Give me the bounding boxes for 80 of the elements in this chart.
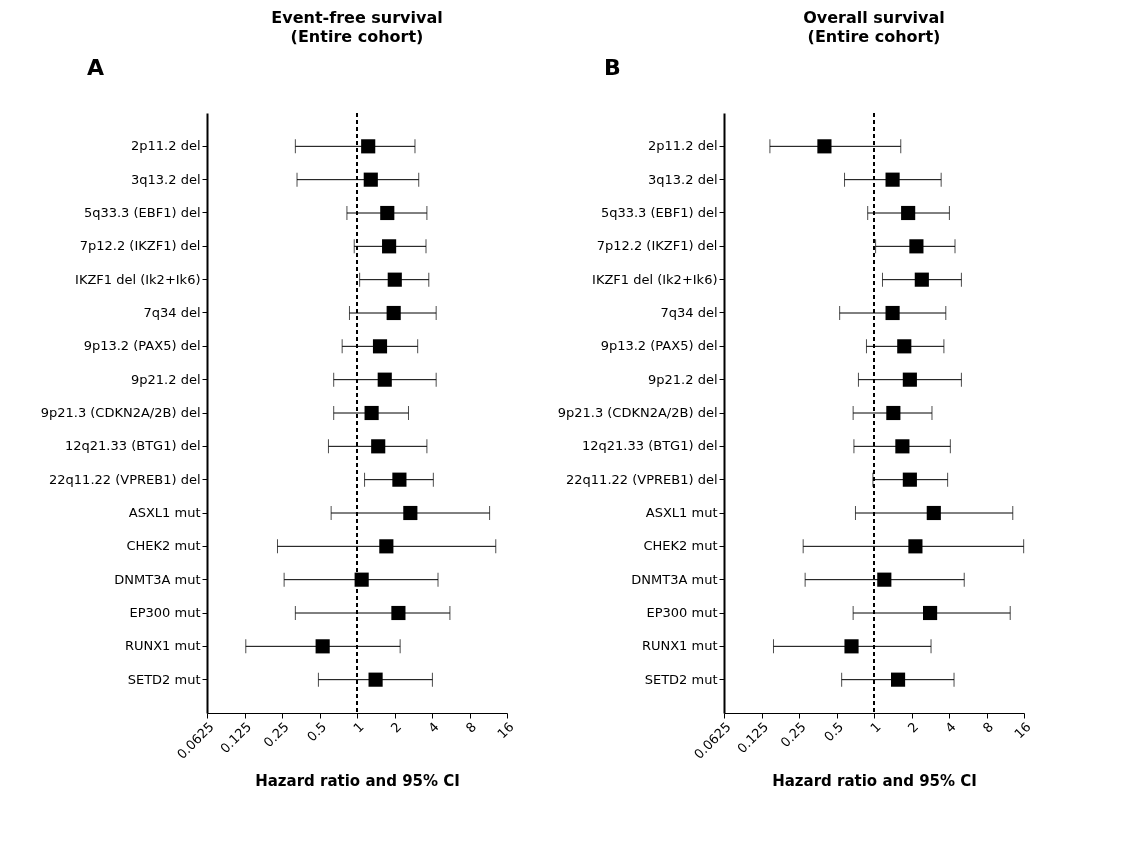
point: [386, 305, 401, 321]
y-tick-label: 3q13.2 del: [131, 171, 201, 187]
x-tick-label: 2: [904, 719, 922, 736]
x-axis-title: Hazard ratio and 95% CI: [772, 771, 977, 790]
y-tick-label: 3q13.2 del: [648, 171, 718, 187]
y-tick-label: 7q34 del: [660, 305, 718, 320]
y-tick-label: 7q34 del: [143, 305, 201, 320]
y-tick-label: DNMT3A mut: [631, 571, 718, 587]
y-tick-label: RUNX1 mut: [641, 638, 718, 654]
y-tick-label: SETD2 mut: [644, 671, 718, 687]
y-tick-label: 22q11.22 (VPREB1) del: [566, 471, 718, 487]
y-tick-label: 9p21.2 del: [131, 371, 201, 387]
point: [885, 172, 900, 187]
point: [361, 139, 376, 154]
y-tick-label: IKZF1 del (Ik2+Ik6): [75, 271, 201, 287]
text: B: [604, 55, 621, 80]
y-tick-label: 2p11.2 del: [131, 138, 201, 154]
point: [909, 239, 924, 254]
y-tick-label: 7p12.2 (IKZF1) del: [79, 238, 201, 254]
point: [886, 405, 901, 421]
y-tick-label: 5q33.3 (EBF1) del: [600, 205, 718, 220]
text: A: [87, 55, 105, 80]
y-tick-label: 22q11.22 (VPREB1) del: [49, 471, 201, 487]
y-tick-label: ASXL1 mut: [128, 505, 201, 520]
y-tick-label: ASXL1 mut: [645, 505, 718, 520]
y-tick-label: IKZF1 del (Ik2+Ik6): [592, 271, 718, 287]
x-tick-label: 8: [462, 719, 480, 736]
x-tick-label: 16: [494, 719, 517, 742]
x-tick-label: 2: [387, 719, 405, 736]
y-tick-label: RUNX1 mut: [124, 638, 201, 654]
x-tick-label: 16: [1011, 719, 1034, 742]
point: [902, 472, 917, 487]
y-tick-label: 2p11.2 del: [648, 138, 718, 154]
point: [382, 239, 397, 254]
point: [877, 572, 892, 587]
point: [890, 672, 906, 687]
point: [379, 539, 394, 554]
point: [377, 372, 392, 387]
x-tick-label: 1: [350, 719, 367, 736]
chart-subtitle: (Entire cohort): [290, 27, 424, 46]
chart-subtitle: (Entire cohort): [807, 27, 941, 46]
point: [371, 439, 386, 454]
point: [902, 372, 917, 387]
point: [380, 205, 395, 221]
point: [895, 439, 910, 454]
x-tick-label: 1: [867, 719, 884, 736]
y-tick-label: 9p21.3 (CDKN2A/2B) del: [40, 405, 201, 420]
point: [391, 605, 406, 621]
x-tick-label: 4: [425, 719, 442, 736]
chart-title: Event-free survival: [271, 8, 443, 27]
y-tick-label: 9p13.2 (PAX5) del: [83, 338, 201, 354]
point: [368, 672, 383, 687]
point: [901, 205, 916, 221]
point: [364, 405, 379, 421]
point: [897, 339, 912, 354]
y-tick-label: EP300 mut: [129, 605, 201, 620]
point: [363, 172, 378, 187]
point: [387, 272, 402, 287]
y-tick-label: 7p12.2 (IKZF1) del: [596, 238, 718, 254]
x-tick-label: 8: [979, 719, 997, 736]
x-tick-label: 0.5: [820, 719, 847, 745]
y-tick-label: SETD2 mut: [127, 671, 201, 687]
y-tick-label: 9p21.3 (CDKN2A/2B) del: [557, 405, 718, 420]
y-tick-label: 12q21.33 (BTG1) del: [582, 438, 718, 454]
x-tick-label: 0.5: [303, 719, 330, 745]
y-tick-label: CHEK2 mut: [126, 538, 201, 554]
y-tick-label: CHEK2 mut: [643, 538, 718, 554]
y-tick-label: DNMT3A mut: [114, 571, 201, 587]
point: [908, 539, 923, 554]
chart-title: Overall survival: [803, 8, 945, 27]
point: [392, 472, 407, 487]
y-tick-label: 9p13.2 (PAX5) del: [600, 338, 718, 354]
y-tick-label: 9p21.2 del: [648, 371, 718, 387]
point: [885, 305, 900, 321]
y-tick-label: EP300 mut: [646, 605, 718, 620]
y-tick-label: 12q21.33 (BTG1) del: [65, 438, 201, 454]
point: [372, 339, 388, 354]
x-tick-label: 4: [942, 719, 959, 736]
y-tick-label: 5q33.3 (EBF1) del: [83, 205, 201, 220]
x-axis-title: Hazard ratio and 95% CI: [255, 771, 460, 790]
